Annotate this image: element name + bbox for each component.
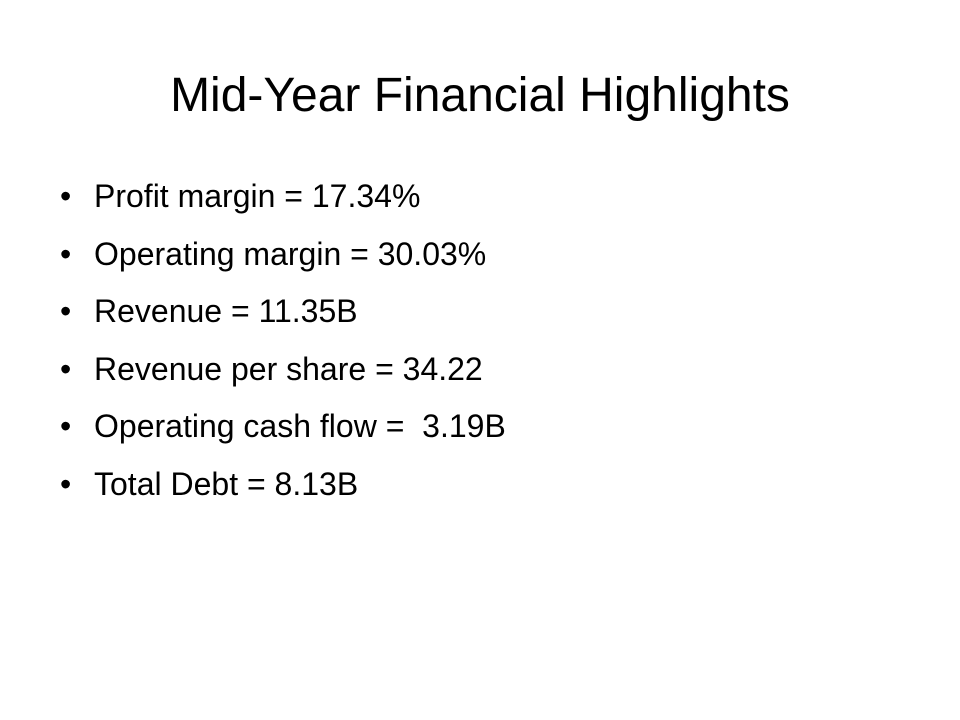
bullet-text: Operating margin = 30.03% bbox=[94, 235, 487, 272]
bullet-icon: • bbox=[60, 178, 72, 214]
bullet-icon: • bbox=[60, 293, 72, 329]
bullet-text: Revenue per share = 34.22 bbox=[94, 350, 483, 387]
bullet-icon: • bbox=[60, 350, 72, 387]
bullet-text: Revenue = 11.35B bbox=[94, 293, 358, 329]
bullet-text: Operating cash flow = 3.19B bbox=[94, 408, 506, 444]
bullet-list: • Profit margin = 17.34% • Operating mar… bbox=[60, 168, 920, 513]
bullet-icon: • bbox=[60, 408, 72, 444]
slide-title: Mid-Year Financial Highlights bbox=[170, 69, 790, 122]
list-item: • Operating margin = 30.03% bbox=[60, 226, 920, 284]
bullet-icon: • bbox=[60, 465, 72, 502]
list-item: • Revenue = 11.35B bbox=[60, 283, 920, 341]
bullet-text: Profit margin = 17.34% bbox=[94, 178, 421, 214]
list-item: • Total Debt = 8.13B bbox=[60, 456, 920, 514]
bullet-text: Total Debt = 8.13B bbox=[94, 465, 359, 502]
list-item: • Profit margin = 17.34% bbox=[60, 168, 920, 226]
list-item: • Operating cash flow = 3.19B bbox=[60, 398, 920, 456]
bullet-icon: • bbox=[60, 235, 72, 272]
list-item: • Revenue per share = 34.22 bbox=[60, 341, 920, 399]
